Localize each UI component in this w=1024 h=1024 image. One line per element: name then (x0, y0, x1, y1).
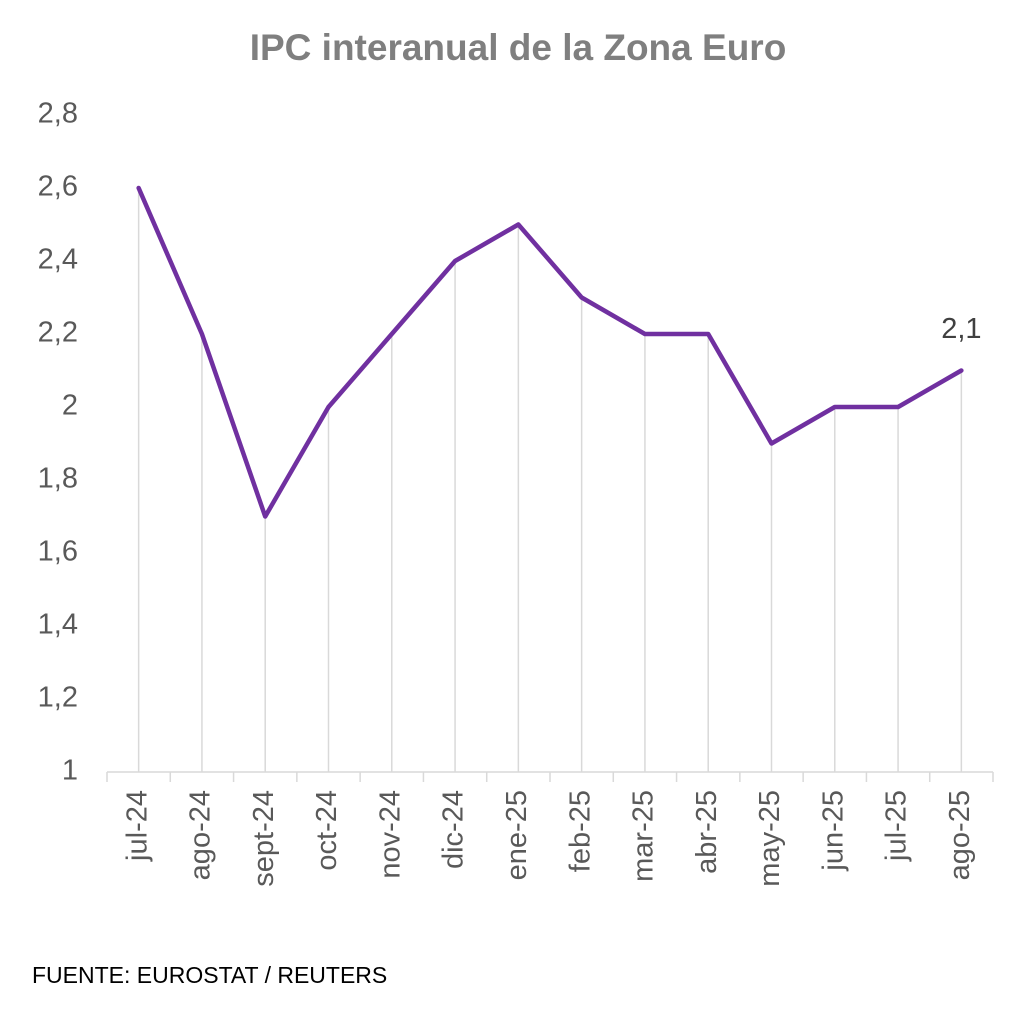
x-tick-label: ago-24 (185, 790, 217, 880)
x-tick-label: jul-25 (881, 790, 913, 862)
x-tick-label: feb-25 (564, 790, 596, 872)
y-tick-label: 2,6 (38, 171, 78, 203)
y-tick-label: 2,8 (38, 98, 78, 130)
data-label: 2,1 (941, 313, 981, 345)
x-tick-label: jul-24 (121, 790, 153, 862)
x-tick-label: abr-25 (691, 790, 723, 874)
y-tick-label: 2 (62, 390, 78, 422)
y-tick-label: 1,4 (38, 609, 78, 641)
y-tick-label: 2,4 (38, 244, 78, 276)
y-tick-label: 1,6 (38, 536, 78, 568)
x-tick-label: mar-25 (628, 790, 660, 882)
source: FUENTE: EUROSTAT / REUTERS (32, 962, 387, 988)
x-tick-label: oct-24 (311, 790, 343, 871)
x-tick-label: may-25 (754, 790, 786, 887)
y-tick-label: 2,2 (38, 317, 78, 349)
x-tick-label: ago-25 (944, 790, 976, 880)
x-tick-label: dic-24 (438, 790, 470, 869)
x-tick-label: jun-25 (817, 790, 849, 872)
y-tick-label: 1,2 (38, 682, 78, 714)
data-line (136, 185, 964, 519)
y-tick-label: 1,8 (38, 463, 78, 495)
x-tick-label: sept-24 (248, 790, 280, 887)
x-tick-label: ene-25 (501, 790, 533, 880)
x-tick-label: nov-24 (374, 790, 406, 879)
y-tick-label: 1 (62, 755, 78, 787)
chart-title: IPC interanual de la Zona Euro (250, 27, 787, 68)
